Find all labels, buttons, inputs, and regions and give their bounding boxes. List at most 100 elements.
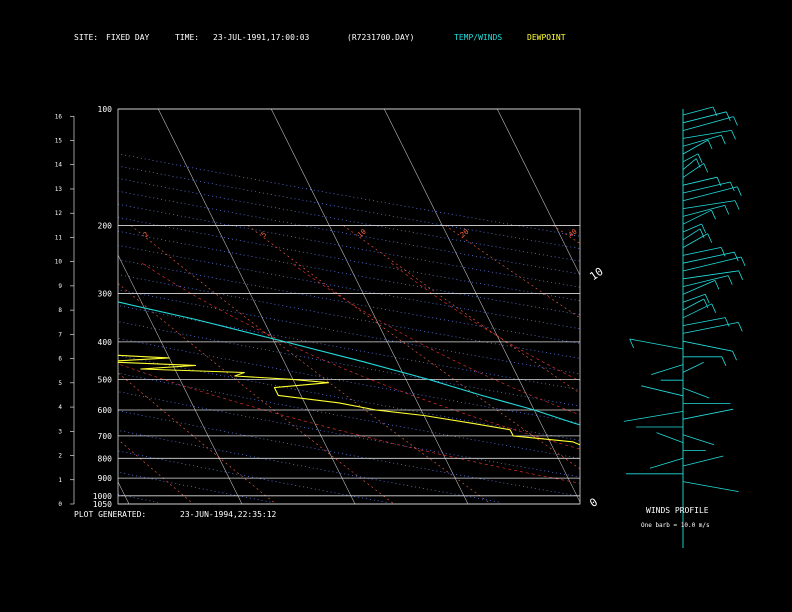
wind-barb — [682, 298, 705, 311]
wind-barb — [682, 362, 704, 373]
wind-profile-panel — [623, 106, 746, 548]
height-tick-label: 12 — [55, 210, 63, 217]
wind-barb-feather — [736, 186, 742, 196]
wind-barb — [682, 181, 731, 194]
wind-barb — [682, 270, 739, 280]
wind-barb — [682, 275, 729, 287]
wind-barb — [682, 455, 724, 467]
dry-adiabat — [118, 153, 580, 237]
wind-barb-feather — [711, 303, 717, 313]
wind-barb-feather — [711, 210, 716, 220]
wind-barb — [682, 408, 734, 420]
wind-barb — [682, 251, 735, 264]
dry-adiabat — [118, 321, 580, 407]
isotherm-line — [157, 109, 356, 504]
wind-barb — [682, 134, 722, 147]
grid-layer — [0, 109, 792, 504]
wind-barb — [682, 153, 699, 163]
wind-barb — [682, 434, 715, 446]
wind-barb-feather — [738, 270, 744, 280]
wind-barb-feather — [724, 317, 730, 327]
pressure-tick-label: 1000 — [93, 492, 112, 501]
height-tick-label: 11 — [55, 234, 63, 241]
isotherm-line — [118, 254, 243, 504]
pressure-tick-label: 100 — [98, 105, 113, 114]
wind-barb — [651, 364, 684, 375]
wind-barb-feather — [731, 130, 736, 140]
wind-barb — [682, 158, 697, 170]
wind-barb-feather — [724, 205, 730, 215]
dry-adiabat — [118, 217, 580, 302]
dry-adiabat — [118, 259, 580, 344]
dry-adiabat — [118, 305, 580, 391]
moist-adiabat — [390, 262, 580, 382]
mixing-ratio-label: 20 — [459, 228, 471, 240]
site-label: SITE: — [74, 33, 99, 42]
pressure-tick-label: 700 — [98, 432, 113, 441]
isotherm-line — [0, 109, 16, 504]
wind-barb-feather — [707, 139, 713, 150]
wind-barb — [682, 116, 734, 131]
wind-barb-feather — [725, 111, 731, 121]
wind-barb-feather — [697, 153, 703, 163]
wind-barb-feather — [734, 200, 740, 210]
mixing-ratio-line — [247, 225, 580, 470]
mixing-ratio-line — [445, 225, 580, 319]
dry-adiabat — [118, 230, 580, 315]
wind-barb — [623, 411, 684, 422]
wind-barb — [682, 247, 722, 256]
legend-dew: DEWPOINT — [527, 33, 566, 42]
wind-barb-feather — [729, 181, 735, 192]
mixing-ratio-line — [343, 225, 580, 394]
height-tick-label: 9 — [58, 283, 62, 290]
temperature-profile — [118, 301, 580, 426]
wind-barb — [682, 106, 714, 116]
dry-adiabat — [118, 178, 580, 262]
moist-adiabat — [141, 262, 580, 450]
wind-barb-feather — [629, 338, 635, 349]
wind-barb-feather — [737, 322, 743, 332]
wind-barb — [682, 163, 704, 178]
dry-adiabat — [0, 109, 44, 502]
wind-barb — [682, 233, 708, 248]
height-tick-label: 16 — [55, 113, 63, 120]
dry-adiabat — [118, 203, 580, 288]
pressure-tick-label: 1050 — [93, 500, 112, 509]
wind-barb — [682, 205, 725, 217]
wind-barb-feather — [703, 163, 709, 173]
mixing-ratio-label: 2 — [142, 230, 150, 239]
dewpoint-profile — [118, 354, 580, 446]
pressure-tick-label: 600 — [98, 406, 113, 415]
wind-barb — [682, 223, 702, 233]
wind-barb — [682, 200, 736, 209]
moist-adiabat — [118, 363, 580, 484]
wind-barb — [682, 322, 739, 334]
mixing-ratio-label: 5 — [260, 230, 268, 239]
wind-barb — [682, 317, 726, 326]
wind-barb-feather — [714, 280, 720, 290]
height-tick-label: 0 — [58, 501, 62, 508]
wind-barb-feather — [740, 256, 746, 267]
height-tick-label: 10 — [55, 259, 63, 266]
wind-barb — [649, 457, 684, 469]
dry-adiabat — [118, 391, 580, 478]
dry-adiabat — [118, 289, 580, 375]
pressure-tick-label: 200 — [98, 221, 113, 230]
height-tick-label: 13 — [55, 186, 63, 193]
wind-barb — [682, 209, 712, 225]
isotherm-tick-label: 0 — [587, 496, 600, 510]
wind-barb-feather — [701, 223, 707, 234]
wind-barb-feather — [727, 275, 733, 285]
dry-adiabat — [118, 450, 387, 503]
wind-barb-feather — [721, 356, 727, 366]
mixing-ratio-label: 40 — [567, 228, 579, 240]
wind-barb-feather — [721, 135, 726, 145]
dry-adiabat — [118, 337, 580, 424]
wind-barb — [682, 176, 718, 186]
wind-barb-feather — [732, 351, 737, 361]
wind-barb-feather — [704, 294, 710, 304]
mixing-ratio-label: 10 — [356, 228, 368, 240]
isotherm-line — [610, 109, 792, 504]
wind-barb — [682, 280, 716, 295]
